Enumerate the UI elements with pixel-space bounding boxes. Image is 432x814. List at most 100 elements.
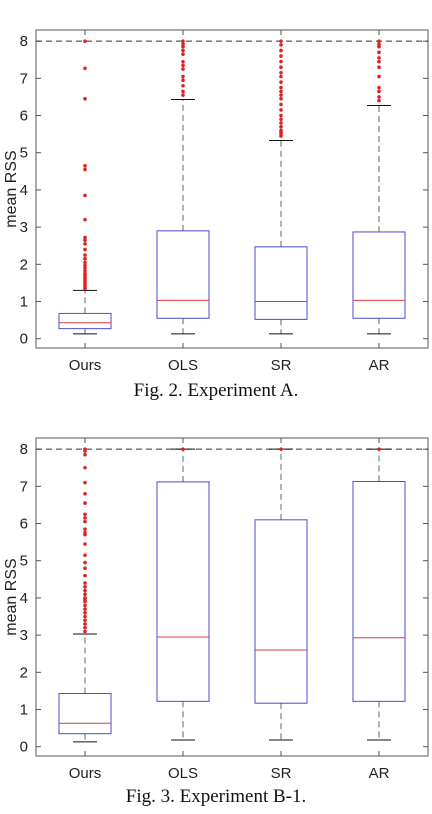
outlier-point [83, 527, 87, 531]
outlier-point [83, 266, 87, 270]
outlier-point [181, 48, 185, 53]
x-tick-label: SR [271, 357, 292, 374]
y-tick-label: 7 [20, 478, 28, 495]
outlier-point [377, 59, 381, 64]
outlier-point [83, 260, 87, 265]
outlier-point [377, 74, 381, 79]
outlier-point [181, 89, 185, 94]
y-axis-title: mean RSS [3, 558, 20, 635]
y-tick-label: 1 [20, 294, 28, 311]
iqr-box [58, 312, 112, 330]
outlier-point [181, 59, 185, 64]
outlier-point [83, 97, 87, 101]
outlier-point [377, 39, 381, 43]
outlier-point [83, 592, 87, 597]
outlier-point [83, 519, 87, 524]
y-tick-label: 3 [20, 627, 28, 644]
outlier-point [83, 253, 87, 257]
outlier-point [279, 117, 283, 122]
outlier-point [83, 247, 87, 252]
outlier-point [83, 618, 87, 623]
outlier-point [83, 235, 87, 240]
y-tick-label: 4 [20, 590, 28, 607]
outlier-point [279, 43, 283, 47]
outlier-point [83, 242, 87, 246]
figure-experiment-b1: 0 1 2 3 4 5 6 7 8 mean RSS Ours OLS SR AR Fig. 3. Exp… [0, 408, 432, 814]
outlier-point [279, 89, 283, 94]
outlier-point [83, 625, 87, 630]
iqr-box [156, 230, 210, 319]
box-ours: Ours [58, 30, 112, 374]
x-tick-label: AR [369, 765, 390, 782]
outlier-point [83, 167, 87, 172]
outlier-point [83, 263, 87, 268]
box-sr: SR [254, 30, 308, 374]
iqr-box [352, 231, 406, 319]
outlier-point [377, 447, 381, 451]
outlier-point [83, 465, 87, 470]
outlier-point [83, 269, 87, 273]
plot-frame [35, 437, 429, 757]
outlier-point [83, 629, 87, 634]
y-tick-label: 0 [20, 739, 28, 756]
y-tick-label: 8 [20, 441, 28, 458]
outlier-point [279, 128, 283, 133]
outlier-point [83, 588, 87, 593]
outlier-point [181, 39, 185, 43]
outlier-point [377, 89, 381, 94]
y-tick-label: 0 [20, 331, 28, 348]
outlier-point [83, 66, 87, 71]
x-tick-label: OLS [168, 765, 198, 782]
outlier-point [83, 238, 87, 242]
iqr-box [254, 246, 308, 320]
outlier-point [279, 48, 283, 53]
y-tick-label: 2 [20, 256, 28, 273]
outlier-point [377, 44, 381, 49]
figure-experiment-a: 0 1 2 3 4 5 6 7 8 mean RSS Ours OLS SR AR Fig. 2. Exp… [3, 29, 429, 401]
plot-frame [35, 29, 429, 349]
outlier-point [377, 65, 381, 69]
iqr-box [58, 693, 112, 735]
outlier-point [181, 93, 185, 97]
outlier-point [83, 566, 87, 570]
x-tick-label: AR [369, 357, 390, 374]
y-tick-label: 5 [20, 553, 28, 570]
box-plot-experiment-a: 0 1 2 3 4 5 6 7 8 mean RSS Ours OLS SR AR [3, 29, 429, 374]
x-tick-label: SR [271, 765, 292, 782]
outlier-point [83, 271, 87, 276]
outlier-point [279, 54, 283, 58]
outlier-point [377, 56, 381, 60]
outlier-point [181, 67, 185, 71]
y-tick-label: 5 [20, 145, 28, 162]
outlier-point [83, 516, 87, 520]
outlier-point [181, 63, 185, 68]
y-tick-label: 3 [20, 219, 28, 236]
outlier-point [279, 80, 283, 84]
outlier-point [279, 97, 283, 101]
outlier-point [279, 108, 283, 112]
outlier-point [83, 553, 87, 557]
outlier-point [279, 102, 283, 107]
y-tick-label: 2 [20, 664, 28, 681]
outlier-point [83, 193, 87, 198]
outlier-point [83, 217, 87, 222]
outlier-point [279, 447, 283, 451]
outlier-point [83, 596, 87, 600]
outlier-point [83, 256, 87, 261]
outlier-point [279, 39, 283, 43]
box-ours: Ours [58, 438, 112, 782]
outlier-point [279, 124, 283, 129]
outlier-point [83, 611, 87, 615]
outlier-point [279, 93, 283, 97]
outlier-point [83, 607, 87, 611]
figure-caption: Fig. 3. Experiment B-1. [125, 786, 307, 807]
outlier-point [83, 39, 87, 43]
outlier-point [181, 74, 185, 79]
outlier-point [83, 452, 87, 457]
outlier-point [279, 59, 283, 64]
outlier-point [83, 584, 87, 589]
outlier-point [279, 74, 283, 79]
outlier-point [377, 50, 381, 55]
outlier-point [181, 42, 185, 46]
y-tick-label: 6 [20, 516, 28, 533]
